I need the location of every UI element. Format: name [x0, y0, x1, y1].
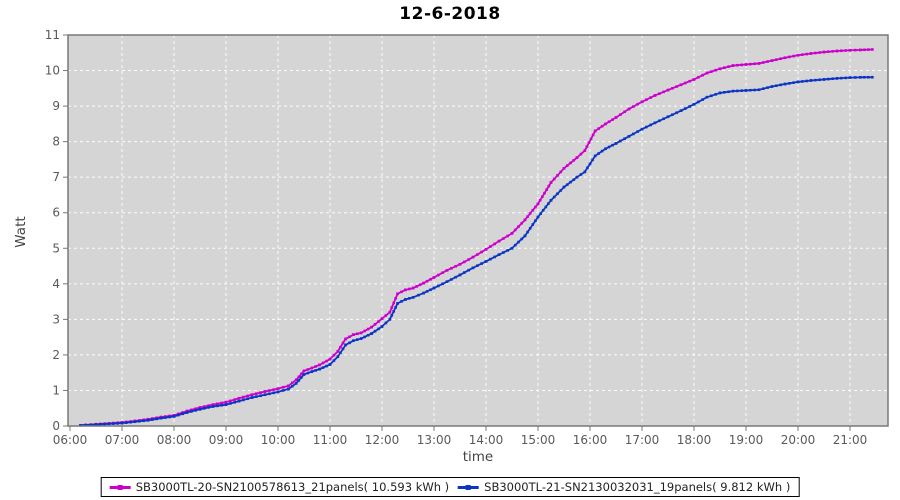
svg-text:15:00: 15:00 [521, 433, 556, 447]
svg-text:6: 6 [52, 206, 60, 220]
svg-text:13:00: 13:00 [417, 433, 452, 447]
legend: SB3000TL-20-SN2100578613_21panels( 10.59… [100, 477, 800, 497]
svg-text:07:00: 07:00 [105, 433, 140, 447]
x-axis-label: time [463, 449, 494, 465]
svg-text:10:00: 10:00 [261, 433, 296, 447]
svg-text:11:00: 11:00 [313, 433, 348, 447]
legend-label-series-1: SB3000TL-20-SN2100578613_21panels( 10.59… [135, 480, 450, 494]
y-axis-label: Watt [13, 216, 29, 247]
legend-item-series-2[interactable]: SB3000TL-21-SN2130032031_19panels( 9.812… [458, 480, 790, 494]
svg-text:19:00: 19:00 [729, 433, 764, 447]
svg-text:09:00: 09:00 [209, 433, 244, 447]
svg-text:16:00: 16:00 [573, 433, 608, 447]
svg-text:20:00: 20:00 [781, 433, 816, 447]
svg-text:4: 4 [52, 277, 60, 291]
svg-text:8: 8 [52, 135, 60, 149]
svg-text:2: 2 [52, 348, 60, 362]
series-2-color-swatch [458, 484, 480, 491]
svg-text:10: 10 [45, 64, 60, 78]
svg-text:08:00: 08:00 [157, 433, 192, 447]
svg-text:5: 5 [52, 241, 60, 255]
svg-text:1: 1 [52, 383, 60, 397]
legend-item-series-1[interactable]: SB3000TL-20-SN2100578613_21panels( 10.59… [109, 480, 450, 494]
svg-text:3: 3 [52, 312, 60, 326]
legend-label-series-2: SB3000TL-21-SN2130032031_19panels( 9.812… [484, 480, 791, 494]
svg-text:06:00: 06:00 [53, 433, 88, 447]
svg-text:7: 7 [52, 170, 60, 184]
svg-text:14:00: 14:00 [469, 433, 504, 447]
svg-text:18:00: 18:00 [677, 433, 712, 447]
series-1-color-swatch [109, 484, 131, 491]
svg-text:0: 0 [52, 419, 60, 433]
svg-text:21:00: 21:00 [833, 433, 868, 447]
plot-area[interactable]: 0 1 2 3 4 5 6 7 8 9 10 11 06:00 07:00 08:00 09:00 10:00 1… [0, 0, 900, 470]
chart-title: 12-6-2018 [399, 4, 501, 24]
svg-text:11: 11 [45, 28, 60, 42]
svg-text:17:00: 17:00 [625, 433, 660, 447]
svg-text:9: 9 [52, 99, 60, 113]
svg-text:12:00: 12:00 [365, 433, 400, 447]
